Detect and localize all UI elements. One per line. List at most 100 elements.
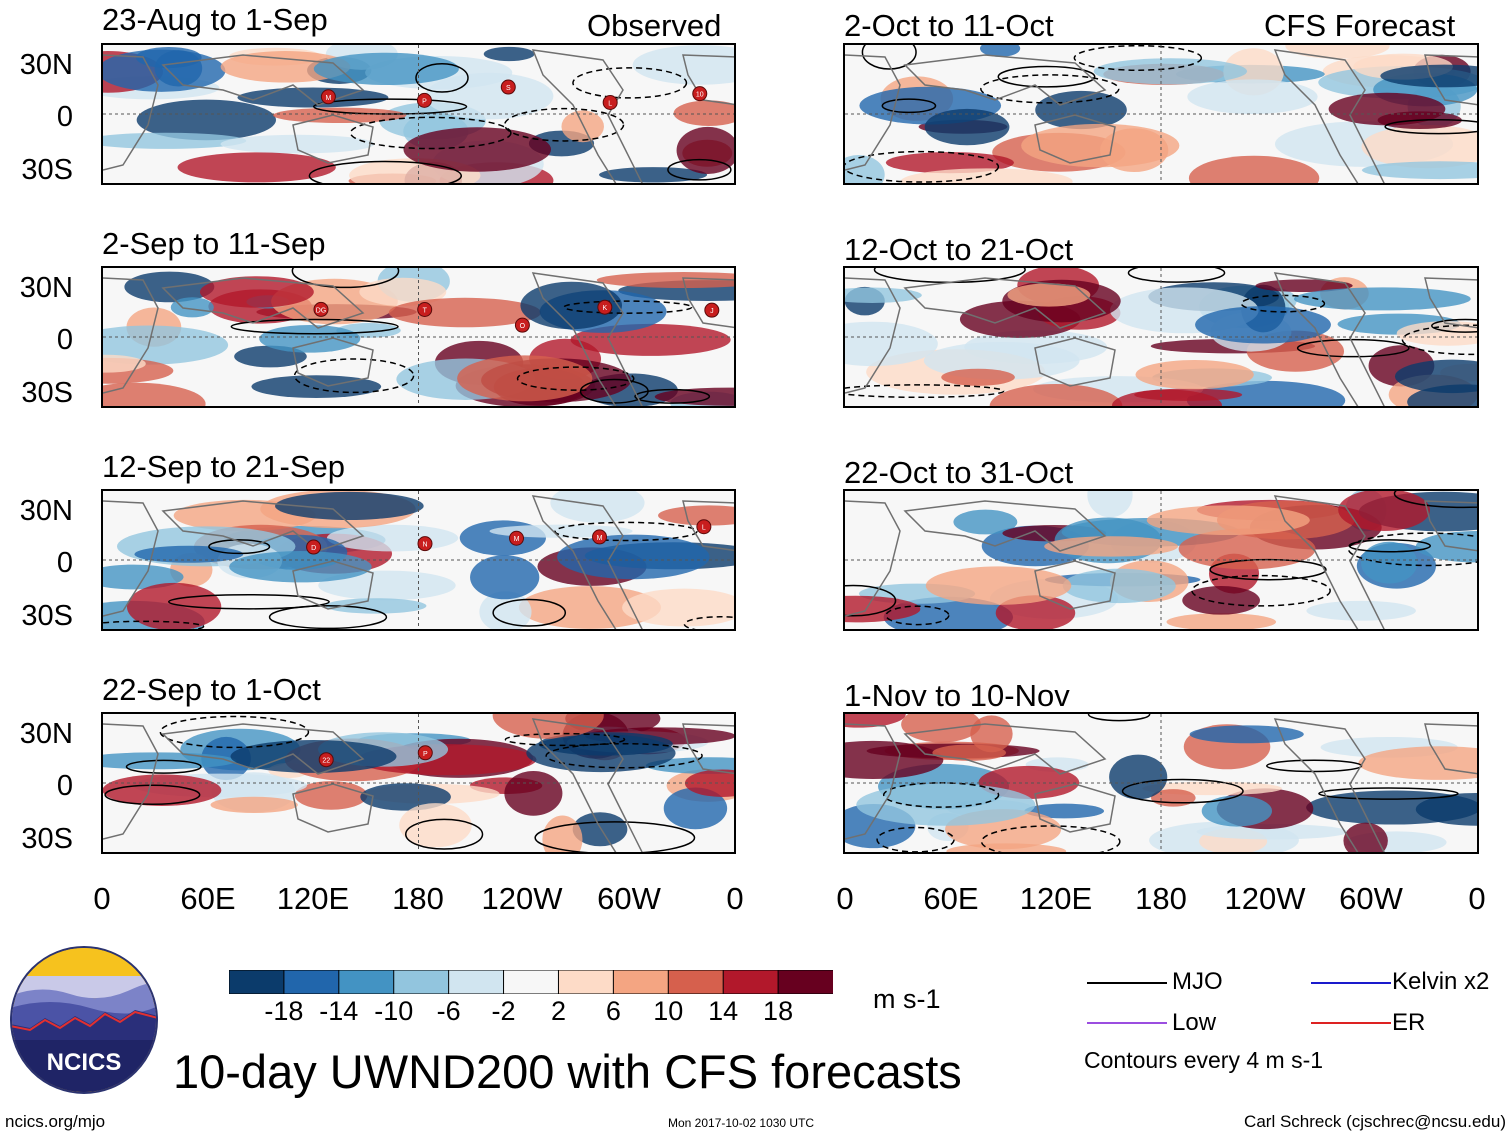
anomaly-patch [1306, 790, 1477, 825]
panel-title: 2-Sep to 11-Sep [102, 226, 326, 261]
colorbar-tick-label: -10 [374, 996, 414, 1026]
colorbar-swatch [612, 969, 670, 995]
anomaly-patch [845, 155, 885, 183]
lat-tick: 30S [21, 377, 73, 409]
coastline [292, 114, 374, 164]
mjo-contour [104, 784, 201, 805]
anomaly-patch [1062, 568, 1176, 604]
storm-label: 22 [322, 758, 330, 765]
lon-tick: 120E [276, 881, 350, 916]
mjo-contour [291, 268, 400, 289]
lon-tick: 60W [597, 881, 661, 916]
anomaly-patch [1343, 822, 1388, 852]
anomaly-patch [1093, 58, 1248, 85]
anomaly-patch [924, 108, 1010, 146]
anomaly-patch [1361, 125, 1477, 169]
mjo-contour [845, 384, 1005, 399]
anomaly-patch [326, 524, 459, 552]
anomaly-patch [1024, 803, 1105, 819]
colorbar-tick-label: 14 [708, 996, 739, 1026]
anomaly-patch [845, 740, 944, 780]
legend-label-er: ER [1392, 1009, 1426, 1036]
anomaly-patch [1293, 287, 1471, 311]
legend-label-kelvin: Kelvin x2 [1392, 968, 1490, 995]
mjo-contour [516, 366, 635, 391]
colorbar-tick-label: 10 [653, 996, 684, 1026]
storm-label: 10 [696, 92, 704, 99]
colorbar-swatch [722, 969, 780, 995]
coastline [103, 723, 159, 840]
storm-marker: N [417, 536, 433, 552]
anomaly-patch [1407, 384, 1477, 406]
mjo-contour [885, 605, 950, 626]
anomaly-patch [941, 368, 1015, 386]
anomaly-patch [979, 45, 1021, 57]
anomaly-patch [599, 167, 708, 183]
mjo-contour [103, 620, 205, 629]
anomaly-patch [126, 582, 222, 629]
storm-marker: P [416, 92, 432, 108]
anomaly-patch [622, 588, 734, 627]
anomaly-patch [970, 715, 1013, 753]
coastline [161, 500, 365, 552]
anomaly-patch [1187, 79, 1318, 114]
colorbar-tick-label: -6 [436, 996, 461, 1026]
legend-line-low [1087, 1022, 1167, 1024]
footer-url[interactable]: ncics.org/mjo [5, 1112, 106, 1131]
anomaly-patch [557, 534, 710, 580]
colorbar-swatch [393, 969, 450, 995]
storm-label: K [603, 305, 608, 312]
anomaly-patch [1396, 321, 1477, 346]
lon-tick: 0 [93, 881, 111, 916]
anomaly-patch [550, 491, 645, 523]
anomaly-patch [1135, 359, 1254, 390]
storm-label: T [423, 308, 428, 315]
lat-tick: 30S [21, 823, 73, 855]
anomaly-patch [504, 770, 563, 816]
colorbar-swatch [283, 969, 340, 995]
lon-tick: 60W [1339, 881, 1403, 916]
mjo-contour [125, 759, 202, 774]
ncics-logo: NCICS [10, 946, 158, 1094]
mjo-contour [545, 742, 703, 769]
coastline [103, 277, 159, 394]
mjo-contour [159, 715, 310, 749]
storm-marker: L [602, 94, 618, 110]
anomaly-patch [1255, 279, 1353, 293]
lon-tick: 120E [1019, 881, 1093, 916]
panel-title: 1-Nov to 10-Nov [844, 678, 1070, 713]
colorbar-swatch [338, 969, 395, 995]
storm-label: N [422, 542, 427, 549]
mjo-contour [1431, 318, 1477, 333]
lat-tick: 0 [56, 770, 73, 802]
mjo-contour [1073, 45, 1203, 71]
mjo-contour [667, 158, 732, 181]
colorbar-tick-label: 2 [550, 996, 566, 1026]
lon-tick: 0 [726, 881, 744, 916]
panel-title: 22-Sep to 1-Oct [102, 672, 321, 707]
anomaly-patch [1361, 161, 1477, 180]
colorbar-swatch [448, 969, 505, 995]
anomaly-patch [259, 324, 361, 353]
coastline [682, 723, 734, 775]
anomaly-patch [483, 46, 535, 62]
storm-label: M [325, 95, 331, 102]
storm-label: P [423, 751, 428, 758]
colorbar-swatch [667, 969, 725, 995]
legend-line-kelvin [1311, 982, 1391, 984]
figure-title: 10-day UWND200 with CFS forecasts [173, 1045, 962, 1098]
anomaly-patch [901, 714, 981, 743]
storm-label: M [597, 535, 603, 542]
anomaly-patch [1044, 536, 1178, 557]
map-panel [843, 489, 1479, 631]
storm-label: L [608, 100, 612, 107]
colorbar-tick-label: 6 [605, 996, 621, 1026]
panel-title: 22-Oct to 31-Oct [844, 455, 1074, 490]
mjo-contour [1318, 787, 1459, 800]
storm-marker: L [696, 519, 712, 535]
anomaly-patch [210, 796, 298, 813]
mjo-contour [1347, 532, 1477, 567]
mjo-contour [1127, 268, 1226, 283]
mjo-contour [1296, 338, 1410, 358]
storm-label: D [311, 545, 316, 552]
